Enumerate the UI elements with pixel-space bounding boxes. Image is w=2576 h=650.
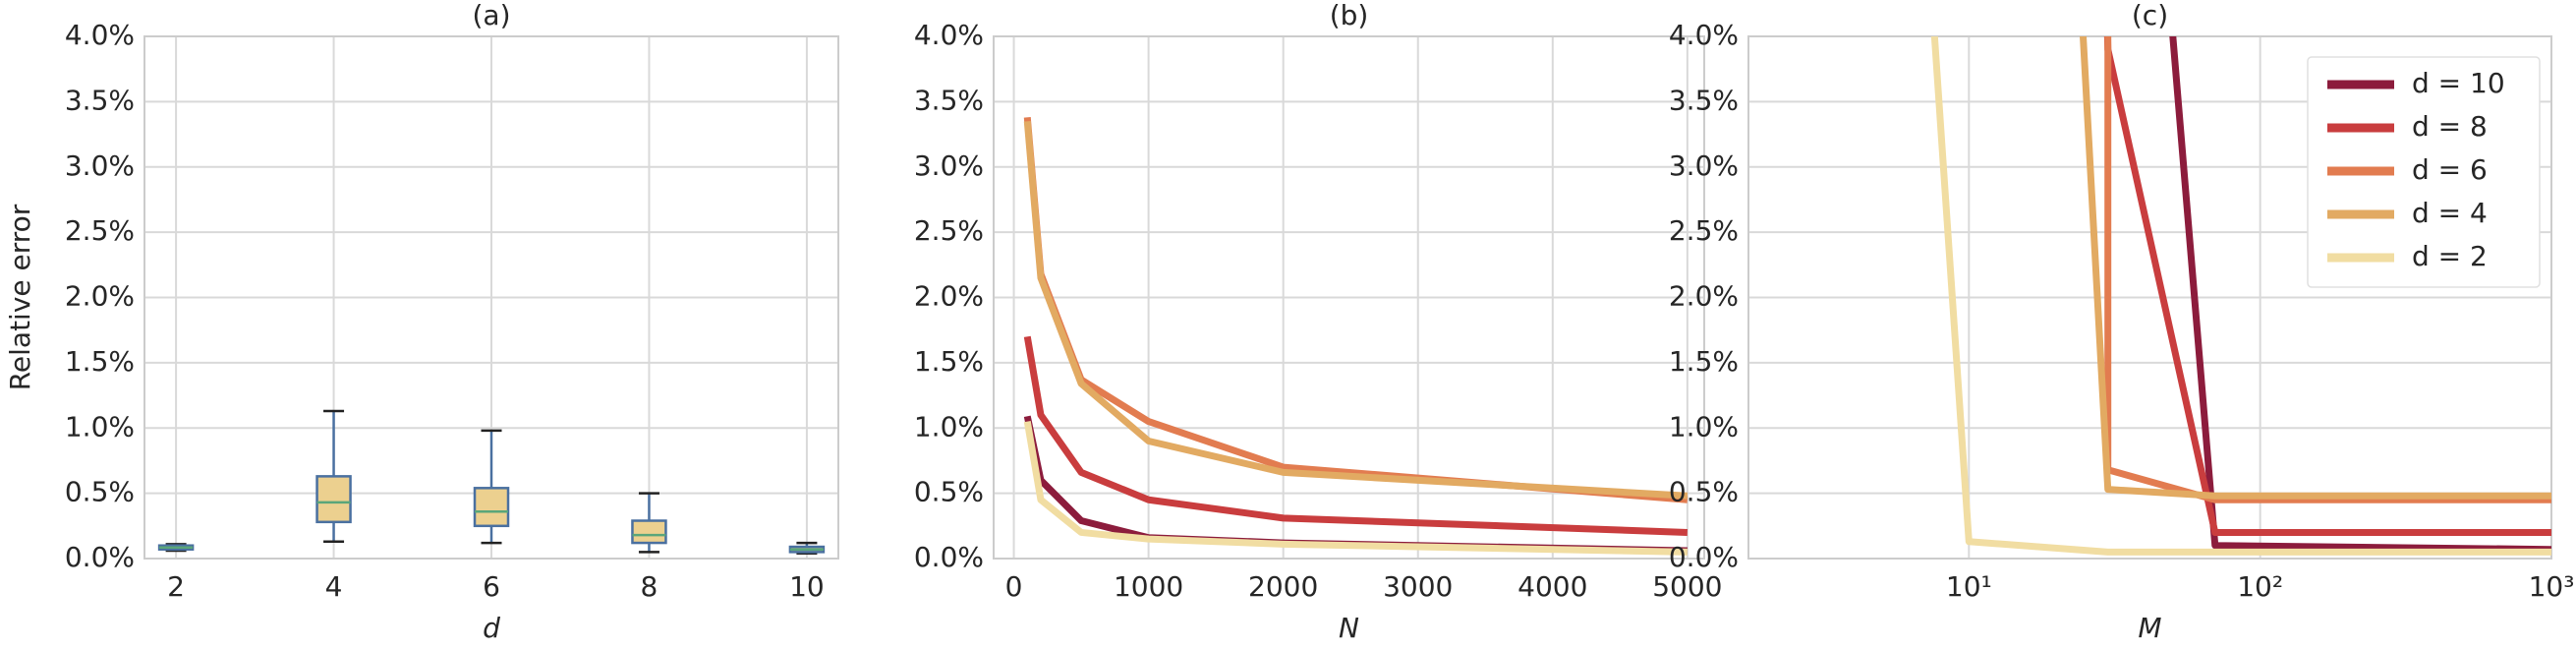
x-tick-label: 0 (1005, 570, 1023, 603)
y-tick-label: 3.5% (1669, 84, 1739, 116)
y-tick-label: 1.5% (914, 345, 984, 378)
line (1023, 421, 1688, 556)
line (1023, 120, 1689, 500)
y-tick-label: 1.0% (1669, 410, 1739, 443)
y-tick-label: 3.0% (914, 149, 984, 182)
line (2103, 36, 2551, 536)
y-tick-label: 0.5% (1669, 476, 1739, 508)
x-tick-label: 2000 (1248, 570, 1318, 603)
y-tick-label: 0.5% (65, 476, 135, 508)
legend-label: d = 4 (2412, 197, 2488, 229)
x-tick-label: 8 (641, 570, 658, 603)
y-tick-label: 1.5% (65, 345, 135, 378)
line (2104, 36, 2551, 503)
x-tick-label: 10¹ (1946, 570, 1992, 603)
plot-area (157, 409, 826, 555)
line (1023, 335, 1688, 536)
legend-label: d = 6 (2412, 153, 2488, 186)
y-tick-label: 3.0% (65, 149, 135, 182)
plot-area (1930, 36, 2551, 556)
x-axis-label: M (2138, 612, 2161, 644)
y-tick-label: 2.5% (65, 214, 135, 247)
y-tick-label: 3.5% (65, 84, 135, 116)
x-tick-label: 4 (325, 570, 343, 603)
y-tick-label: 0.0% (914, 541, 984, 573)
legend-label: d = 8 (2412, 110, 2488, 143)
line (2169, 36, 2551, 554)
panel-title: (a) (472, 0, 510, 31)
x-axis-label: d (483, 612, 500, 644)
line (2080, 36, 2551, 500)
y-tick-label: 4.0% (914, 19, 984, 51)
y-axis-label: Relative error (4, 204, 36, 390)
box (473, 487, 510, 528)
y-tick-label: 3.5% (914, 84, 984, 116)
line (1023, 117, 1689, 503)
y-tick-label: 1.0% (914, 410, 984, 443)
y-tick-label: 0.0% (65, 541, 135, 573)
x-tick-label: 10 (789, 570, 825, 603)
axes-frame (143, 35, 839, 560)
x-tick-label: 4000 (1517, 570, 1587, 603)
legend-box (2307, 56, 2541, 288)
legend-label: d = 2 (2412, 240, 2488, 272)
x-tick-label: 6 (483, 570, 500, 603)
x-tick-label: 2 (167, 570, 185, 603)
plot-area (1023, 117, 1689, 556)
x-tick-label: 5000 (1652, 570, 1722, 603)
box (631, 519, 667, 545)
panel-title: (b) (1330, 0, 1369, 31)
axes-frame (1747, 35, 2552, 560)
y-tick-label: 2.0% (1669, 280, 1739, 313)
y-tick-label: 0.5% (914, 476, 984, 508)
y-tick-label: 2.5% (914, 214, 984, 247)
y-tick-label: 0.0% (1669, 541, 1739, 573)
box (315, 475, 352, 524)
y-tick-label: 2.5% (1669, 214, 1739, 247)
y-tick-label: 1.0% (65, 410, 135, 443)
line (1930, 36, 2551, 556)
x-tick-label: 1000 (1114, 570, 1183, 603)
y-tick-label: 4.0% (65, 19, 135, 51)
x-tick-label: 3000 (1383, 570, 1453, 603)
y-tick-label: 3.0% (1669, 149, 1739, 182)
axes-frame (993, 35, 1705, 560)
x-tick-label: 10³ (2529, 570, 2575, 603)
x-tick-label: 10² (2237, 570, 2283, 603)
y-tick-label: 2.0% (65, 280, 135, 313)
y-tick-label: 1.5% (1669, 345, 1739, 378)
legend-label: d = 10 (2412, 67, 2505, 99)
x-axis-label: N (1339, 612, 1359, 644)
panel-title: (c) (2132, 0, 2168, 31)
y-tick-label: 4.0% (1669, 19, 1739, 51)
y-tick-label: 2.0% (914, 280, 984, 313)
